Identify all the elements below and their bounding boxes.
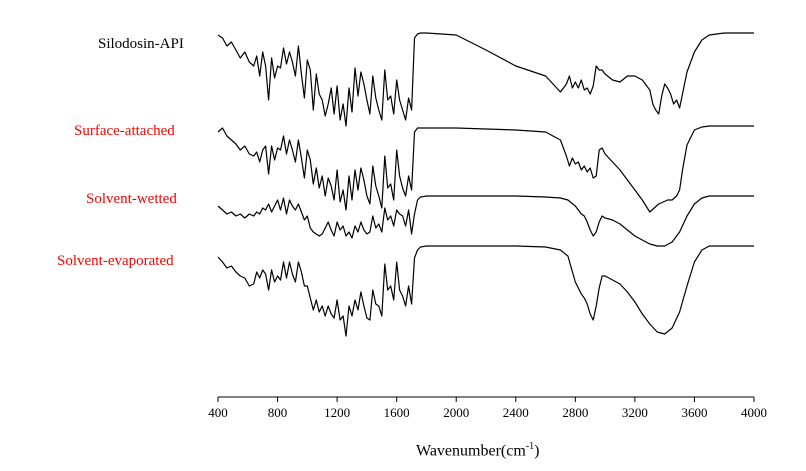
series-line-silodosin-api <box>217 32 754 127</box>
x-tick-label: 800 <box>268 405 288 420</box>
x-tick-label: 3200 <box>622 405 648 420</box>
x-axis-ticks: 400 800 1200 1600 2000 2400 2800 3200 3600 4000 <box>208 397 767 420</box>
x-tick-label: 400 <box>208 405 228 420</box>
x-tick-label: 2400 <box>503 405 529 420</box>
spectra-curves <box>217 32 754 337</box>
x-axis-title-main: Wavenumber(cm <box>416 442 526 460</box>
series-label-surface-attached: Surface-attached <box>74 123 175 139</box>
x-axis-title-close: ) <box>534 442 540 460</box>
series-label-solvent-evaporated: Solvent-evaporated <box>57 253 174 269</box>
series-line-solvent-wetted <box>217 195 754 247</box>
x-tick-label: 3600 <box>681 405 707 420</box>
series-label-solvent-wetted: Solvent-wetted <box>86 191 177 207</box>
series-label-silodosin-api: Silodosin-API <box>98 36 184 52</box>
x-tick-label: 2000 <box>443 405 469 420</box>
x-axis-title: Wavenumber(cm-1) <box>416 441 539 460</box>
x-tick-label: 4000 <box>741 405 767 420</box>
x-tick-label: 1200 <box>324 405 350 420</box>
x-tick-label: 2800 <box>562 405 588 420</box>
x-axis-title-exponent: -1 <box>525 441 535 452</box>
series-line-solvent-evaporated <box>217 245 754 337</box>
x-tick-label: 1600 <box>384 405 410 420</box>
series-line-surface-attached <box>217 125 754 213</box>
